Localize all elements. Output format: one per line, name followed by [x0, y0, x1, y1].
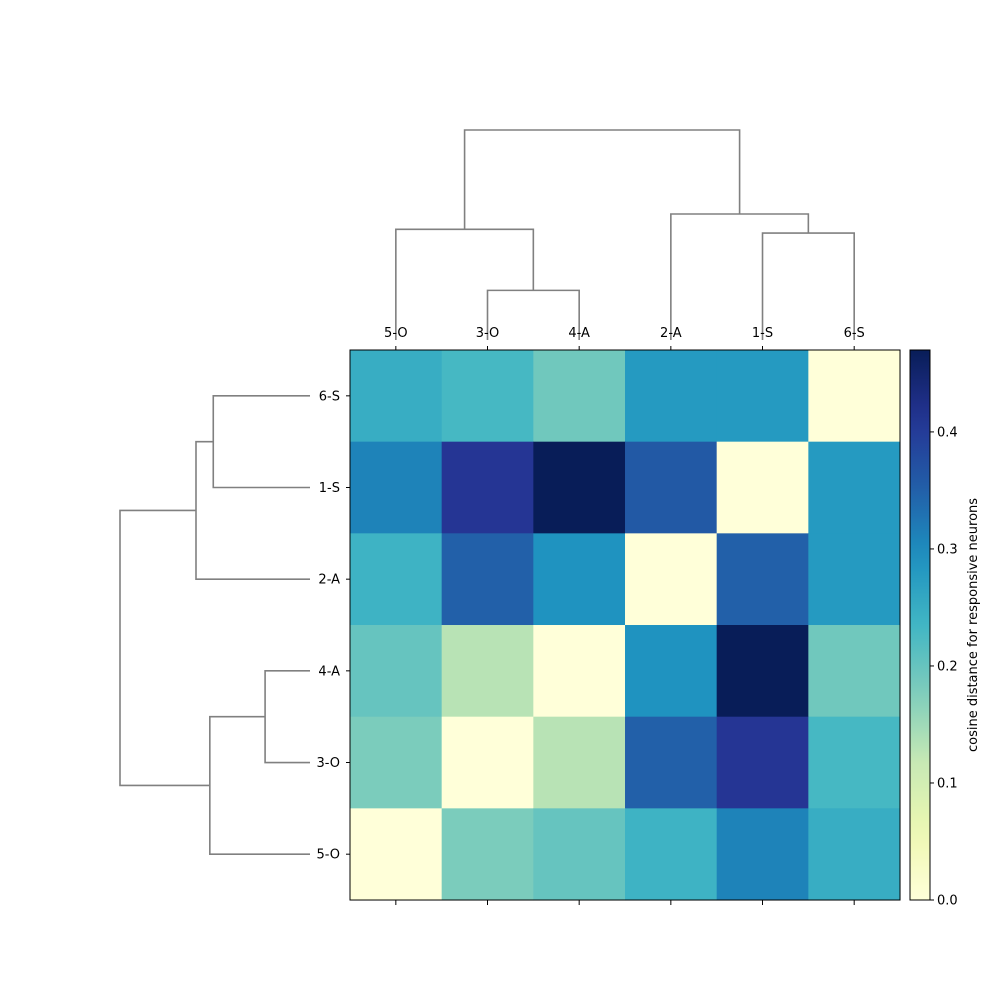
- heatmap-cell-4-A-2-A: [625, 625, 718, 718]
- heatmap-cell-5-O-6-S: [808, 808, 901, 901]
- heatmap-cell-3-O-6-S: [808, 716, 901, 809]
- heatmap-cell-4-A-1-S: [716, 625, 809, 718]
- heatmap-cell-1-S-2-A: [625, 441, 718, 534]
- heatmap-cell-1-S-3-O: [441, 441, 534, 534]
- heatmap-cell-3-O-5-O: [350, 716, 443, 809]
- row-label-2-A: 2-A: [318, 573, 340, 588]
- heatmap-cell-5-O-2-A: [625, 808, 718, 901]
- heatmap-cell-1-S-6-S: [808, 441, 901, 534]
- heatmap-cell-5-O-4-A: [533, 808, 626, 901]
- row-label-6-S: 6-S: [319, 389, 340, 404]
- row-labels: 6-S 1-S 2-A 4-A 3-O 5-O: [316, 389, 350, 863]
- colorbar-label: cosine distance for responsive neurons: [966, 498, 981, 752]
- heatmap-cell-3-O-2-A: [625, 716, 718, 809]
- row-label-4-A: 4-A: [318, 664, 340, 679]
- heatmap-cell-6-S-2-A: [625, 350, 718, 443]
- dendrogram-link-2: [395, 228, 535, 340]
- heatmap-cell-3-O-4-A: [533, 716, 626, 809]
- heatmap-cell-2-A-2-A: [625, 533, 718, 626]
- heatmap-frame: [349, 349, 901, 901]
- dendrogram-link-2: [209, 715, 310, 855]
- column-label-5-O: 5-O: [384, 326, 408, 341]
- heatmap-cell-4-A-6-S: [808, 625, 901, 718]
- heatmap-cell-4-A-4-A: [533, 625, 626, 718]
- column-label-6-S: 6-S: [844, 326, 865, 341]
- column-label-2-A: 2-A: [660, 326, 682, 341]
- column-label-3-O: 3-O: [476, 326, 500, 341]
- dendrogram-link-3: [212, 395, 310, 489]
- heatmap-cell-6-S-6-S: [808, 350, 901, 443]
- row-label-5-O: 5-O: [316, 848, 340, 863]
- dendrogram-link-5: [119, 509, 210, 787]
- heatmap-cell-5-O-3-O: [441, 808, 534, 901]
- heatmap-cell-2-A-5-O: [350, 533, 443, 626]
- row-label-1-S: 1-S: [319, 481, 340, 496]
- colorbar-tick-label: 0.3: [937, 542, 958, 557]
- column-labels: 5-O 3-O 4-A 2-A 1-S 6-S: [384, 326, 865, 906]
- column-label-4-A: 4-A: [568, 326, 590, 341]
- dendrogram-link-1: [486, 289, 580, 340]
- heatmap-cell-4-A-3-O: [441, 625, 534, 718]
- heatmap-cell-4-A-5-O: [350, 625, 443, 718]
- dendrogram-link-5: [463, 129, 741, 230]
- colorbar-tick-label: 0.4: [937, 425, 958, 440]
- heatmap-cell-2-A-1-S: [716, 533, 809, 626]
- heatmap-cell-6-S-3-O: [441, 350, 534, 443]
- heatmap-cell-1-S-4-A: [533, 441, 626, 534]
- dendrogram-link-1: [264, 670, 310, 764]
- colorbar-tick-label: 0.2: [937, 659, 958, 674]
- colorbar-tick-label: 0.0: [937, 894, 958, 909]
- heatmap-cell-3-O-3-O: [441, 716, 534, 809]
- heatmap-cell-6-S-1-S: [716, 350, 809, 443]
- heatmap-cell-6-S-5-O: [350, 350, 443, 443]
- heatmap-cell-5-O-1-S: [716, 808, 809, 901]
- colorbar-frame: [909, 349, 931, 901]
- heatmap-cell-1-S-5-O: [350, 441, 443, 534]
- heatmap-cell-1-S-1-S: [716, 441, 809, 534]
- row-dendrogram: [119, 395, 310, 855]
- heatmap-cell-2-A-6-S: [808, 533, 901, 626]
- heatmap-cell-3-O-1-S: [716, 716, 809, 809]
- row-label-3-O: 3-O: [316, 756, 340, 771]
- colorbar-tick-label: 0.1: [937, 776, 958, 791]
- column-dendrogram: [395, 129, 855, 340]
- colorbar: 0.0 0.1 0.2 0.3 0.4: [909, 349, 958, 909]
- colorbar-gradient: [910, 350, 930, 900]
- heatmap-cell-2-A-4-A: [533, 533, 626, 626]
- heatmap: [349, 349, 901, 901]
- column-label-1-S: 1-S: [752, 326, 773, 341]
- heatmap-cell-2-A-3-O: [441, 533, 534, 626]
- heatmap-cell-6-S-4-A: [533, 350, 626, 443]
- dendrogram-link-3: [761, 232, 855, 340]
- heatmap-cell-5-O-5-O: [350, 808, 443, 901]
